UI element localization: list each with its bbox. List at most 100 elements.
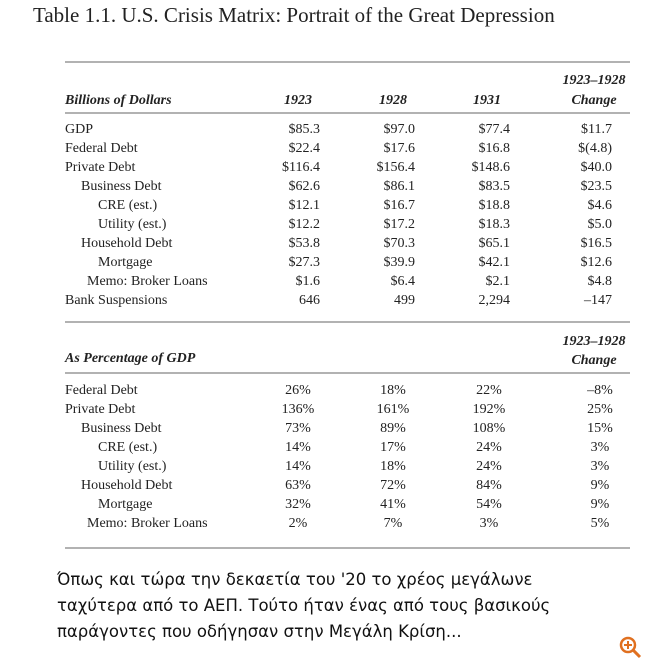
- cell: $27.3: [289, 255, 321, 270]
- cell: $17.6: [384, 141, 416, 156]
- cell: 26%: [285, 383, 311, 398]
- row-label: Utility (est.): [98, 459, 167, 474]
- cell: 108%: [473, 421, 506, 436]
- cell: $23.5: [581, 179, 613, 194]
- zoom-icon[interactable]: [619, 636, 642, 659]
- cell: 54%: [476, 497, 502, 512]
- cell: $12.2: [289, 217, 321, 232]
- row-label: Memo: Broker Loans: [87, 274, 208, 289]
- title: Table 1.1. U.S. Crisis Matrix: Portrait …: [33, 3, 555, 27]
- cell: $6.4: [391, 274, 416, 289]
- cell: 14%: [285, 440, 311, 455]
- cell: $42.1: [479, 255, 511, 270]
- cell: $53.8: [289, 236, 321, 251]
- row-label: Business Debt: [81, 421, 162, 436]
- cell: $12.6: [581, 255, 613, 270]
- cell: $97.0: [384, 122, 416, 137]
- cell: 192%: [473, 402, 506, 417]
- cell: 72%: [380, 478, 406, 493]
- cell: $65.1: [479, 236, 511, 251]
- row-label: Memo: Broker Loans: [87, 516, 208, 531]
- row-label: Private Debt: [65, 402, 135, 417]
- row-label: CRE (est.): [98, 198, 157, 213]
- cell: $16.7: [384, 198, 416, 213]
- cell: $22.4: [289, 141, 321, 156]
- cell: 32%: [285, 497, 311, 512]
- col-header: 1923–1928: [563, 334, 626, 349]
- cell: $17.2: [384, 217, 416, 232]
- caption: Όπως και τώρα την δεκαετία του '20 το χρ…: [56, 570, 532, 589]
- col-header: 1928: [379, 93, 407, 108]
- cell: –8%: [586, 383, 613, 398]
- row-label: Household Debt: [81, 236, 172, 251]
- cell: 3%: [591, 440, 610, 455]
- cell: $4.6: [588, 198, 613, 213]
- cell: 14%: [285, 459, 311, 474]
- cell: $40.0: [581, 160, 613, 175]
- col-header: 1931: [473, 93, 501, 108]
- cell: 25%: [587, 402, 613, 417]
- cell: $4.8: [588, 274, 613, 289]
- cell: 5%: [591, 516, 610, 531]
- cell: $156.4: [377, 160, 416, 175]
- cell: $39.9: [384, 255, 416, 270]
- cell: 22%: [476, 383, 502, 398]
- row-label: Business Debt: [81, 179, 162, 194]
- caption: ταχύτερα από το ΑΕΠ. Τούτο ήταν ένας από…: [57, 596, 550, 615]
- header-label: As Percentage of GDP: [64, 351, 196, 366]
- cell: 89%: [380, 421, 406, 436]
- cell: $77.4: [479, 122, 511, 137]
- row-label: Mortgage: [98, 497, 152, 512]
- cell: $16.5: [581, 236, 613, 251]
- col-header: Change: [571, 353, 616, 368]
- cell: $12.1: [289, 198, 321, 213]
- cell: 136%: [282, 402, 315, 417]
- cell: 9%: [591, 497, 610, 512]
- cell: 7%: [384, 516, 403, 531]
- cell: $70.3: [384, 236, 416, 251]
- cell: 17%: [380, 440, 406, 455]
- row-label: Mortgage: [98, 255, 152, 270]
- cell: 646: [299, 293, 320, 308]
- cell: 24%: [476, 440, 502, 455]
- cell: $1.6: [296, 274, 321, 289]
- row-label: CRE (est.): [98, 440, 157, 455]
- header-label: Billions of Dollars: [64, 93, 172, 108]
- col-header: 1923: [284, 93, 312, 108]
- cell: 161%: [377, 402, 410, 417]
- row-label: Utility (est.): [98, 217, 167, 232]
- col-header: Change: [571, 93, 616, 108]
- cell: $2.1: [486, 274, 511, 289]
- cell: 84%: [476, 478, 502, 493]
- cell: 18%: [380, 383, 406, 398]
- cell: 3%: [591, 459, 610, 474]
- row-label: Bank Suspensions: [65, 293, 167, 308]
- cell: $86.1: [384, 179, 416, 194]
- cell: 24%: [476, 459, 502, 474]
- cell: 41%: [380, 497, 406, 512]
- cell: 18%: [380, 459, 406, 474]
- cell: 9%: [591, 478, 610, 493]
- cell: $5.0: [588, 217, 613, 232]
- cell: –147: [583, 293, 612, 308]
- cell: $62.6: [289, 179, 321, 194]
- cell: $18.8: [479, 198, 511, 213]
- cell: $11.7: [581, 122, 612, 137]
- cell: $18.3: [479, 217, 511, 232]
- col-header: 1923–1928: [563, 73, 626, 88]
- cell: $83.5: [479, 179, 511, 194]
- cell: 2%: [289, 516, 308, 531]
- cell: $148.6: [472, 160, 511, 175]
- cell: 2,294: [479, 293, 511, 308]
- cell: 499: [394, 293, 415, 308]
- cell: 3%: [480, 516, 499, 531]
- caption: παράγοντες που οδήγησαν στην Μεγάλη Κρίσ…: [57, 622, 462, 641]
- cell: $116.4: [282, 160, 320, 175]
- row-label: Federal Debt: [65, 141, 138, 156]
- cell: 63%: [285, 478, 311, 493]
- cell: 73%: [285, 421, 311, 436]
- row-label: Private Debt: [65, 160, 135, 175]
- cell: 15%: [587, 421, 613, 436]
- cell: $(4.8): [578, 141, 612, 156]
